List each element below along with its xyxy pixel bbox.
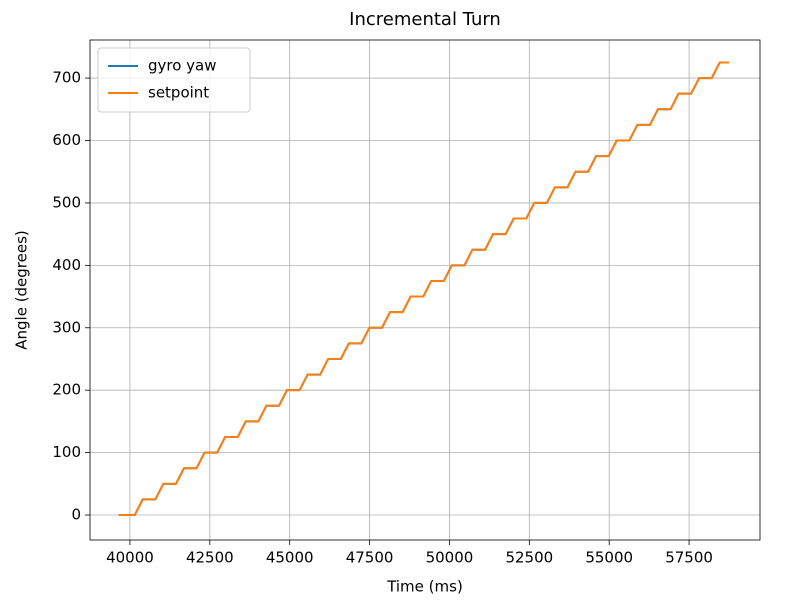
x-tick-label: 52500 (505, 549, 553, 567)
y-tick-label: 400 (52, 256, 81, 274)
y-tick-label: 500 (52, 193, 81, 211)
plot-frame (89, 39, 761, 541)
x-tick-label: 45000 (266, 549, 314, 567)
y-tick-label: 200 (52, 381, 81, 399)
x-tick-label: 42500 (186, 549, 234, 567)
x-tick-label: 50000 (426, 549, 474, 567)
x-tick-label: 40000 (106, 549, 154, 567)
legend-box (97, 47, 251, 113)
line-series (118, 61, 730, 517)
x-tick-label: 57500 (665, 549, 713, 567)
y-tick-label: 0 (71, 506, 81, 524)
y-tick-label: 600 (52, 131, 81, 149)
x-axis-label: Time (ms) (386, 578, 463, 596)
legend-label: gyro yaw (148, 57, 217, 75)
y-tick-label: 700 (52, 69, 81, 87)
x-tick-label: 47500 (346, 549, 394, 567)
x-tick-label: 55000 (585, 549, 633, 567)
y-axis-label: Angle (degrees) (13, 230, 31, 350)
y-tick-label: 100 (52, 443, 81, 461)
line-series (118, 61, 730, 517)
legend-label: setpoint (148, 84, 209, 102)
y-tick-label: 300 (52, 318, 81, 336)
chart-title: Incremental Turn (349, 9, 501, 30)
